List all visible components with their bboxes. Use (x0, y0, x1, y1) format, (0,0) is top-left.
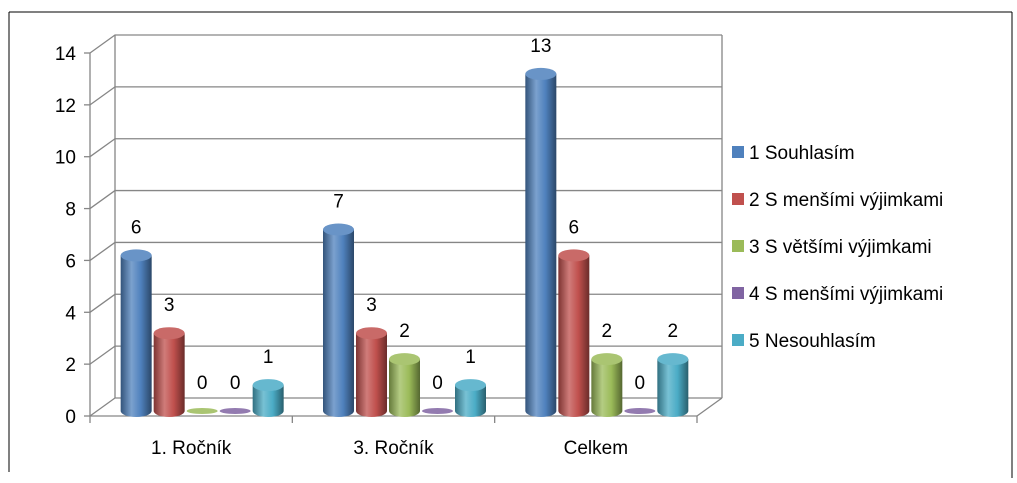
bar-top (624, 408, 656, 414)
data-label: 0 (635, 373, 646, 394)
data-label: 6 (569, 217, 580, 238)
data-label: 1 (465, 347, 476, 368)
legend-swatch (732, 193, 744, 205)
bar-body (323, 229, 354, 417)
bar-body (525, 73, 557, 417)
bar-top (591, 353, 623, 366)
bar (153, 327, 185, 417)
bar-top (186, 408, 218, 414)
legend-swatch (732, 240, 744, 252)
y-tick-label: 10 (55, 148, 76, 169)
data-label: 1 (263, 347, 274, 368)
x-tick-label: 3. Ročník (353, 438, 434, 459)
bar-body (657, 359, 689, 417)
bar-top (153, 327, 185, 340)
data-label: 2 (602, 321, 613, 342)
bar (356, 327, 387, 417)
bar-body (153, 333, 185, 417)
y-tick-label: 14 (55, 44, 77, 65)
bar-top (323, 223, 354, 236)
legend-label: 2 S menšími výjimkami (749, 190, 943, 211)
bar (624, 408, 656, 414)
bar (591, 353, 623, 417)
bar (389, 353, 420, 417)
legend-label: 4 S menšími výjimkami (749, 284, 943, 305)
bar-body (591, 359, 623, 417)
bar-body (252, 385, 284, 417)
bar (422, 408, 453, 414)
legend-label: 3 S většími výjimkami (749, 237, 932, 258)
bar-top (120, 249, 152, 262)
legend-entry: 3 S většími výjimkami (732, 237, 932, 258)
bar-top (657, 353, 689, 366)
legend-swatch (732, 287, 744, 299)
legend-swatch (732, 146, 744, 158)
gridline (89, 189, 722, 210)
bar (323, 223, 354, 417)
data-label: 6 (131, 217, 142, 238)
gridline (89, 138, 722, 158)
data-label: 2 (668, 321, 679, 342)
bar-top (389, 353, 420, 366)
y-tick-label: 4 (65, 303, 76, 324)
bar (252, 379, 284, 417)
gridline (89, 34, 722, 54)
bar-top (455, 379, 486, 392)
bar (219, 408, 251, 414)
bar-top (356, 327, 387, 340)
bar (120, 249, 152, 417)
legend-entry: 1 Souhlasím (732, 143, 855, 164)
bar-body (356, 333, 387, 417)
legend-label: 5 Nesouhlasím (749, 331, 876, 352)
data-label: 0 (197, 373, 208, 394)
floor-right-edge (696, 397, 723, 417)
bar-top (252, 379, 284, 392)
bar (657, 353, 689, 417)
data-label: 7 (333, 192, 344, 213)
data-label: 3 (164, 295, 175, 316)
y-tick-label: 12 (55, 96, 76, 117)
data-labels: 6 3 0 0 1 7 3 2 0 1 13 6 2 0 2 (131, 36, 678, 394)
bar-body (120, 255, 152, 417)
gridline (89, 86, 722, 106)
y-tick-label: 6 (65, 251, 76, 272)
y-tick-label: 0 (65, 407, 76, 428)
bar (558, 249, 590, 417)
legend-swatch (732, 334, 744, 346)
bar-top (422, 408, 453, 414)
x-tick-label: 1. Ročník (151, 438, 232, 459)
bar-body (558, 255, 590, 417)
data-label: 0 (230, 373, 241, 394)
bar-top (558, 249, 590, 262)
data-label: 3 (366, 295, 377, 316)
legend-label: 1 Souhlasím (749, 143, 855, 164)
bar-top (525, 67, 557, 80)
gridline (89, 241, 722, 261)
legend: 1 Souhlasím 2 S menšími výjimkami 3 S větš… (732, 143, 943, 352)
bar-body (455, 385, 486, 417)
bar (186, 408, 218, 414)
gridline (89, 293, 722, 313)
bar (455, 379, 486, 417)
x-tick-label: Celkem (564, 438, 628, 459)
y-tick-label: 8 (65, 200, 76, 221)
bar (525, 67, 557, 417)
bar-body (389, 359, 420, 417)
data-label: 0 (432, 373, 443, 394)
legend-entry: 2 S menšími výjimkami (732, 190, 943, 211)
bars (120, 67, 689, 417)
bar-top (219, 408, 251, 414)
data-label: 13 (530, 36, 551, 57)
gridlines (89, 34, 723, 417)
y-tick-label: 2 (65, 355, 76, 376)
legend-entry: 4 S menšími výjimkami (732, 284, 943, 305)
data-label: 2 (399, 321, 410, 342)
legend-entry: 5 Nesouhlasím (732, 331, 876, 352)
